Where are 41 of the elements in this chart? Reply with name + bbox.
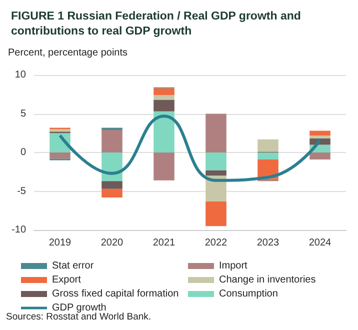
bar — [102, 181, 122, 189]
bar — [206, 152, 226, 170]
chart-title: FIGURE 1 Russian Federation / Real GDP growth and contributions to real GDP growth — [11, 10, 304, 38]
bar — [154, 111, 174, 152]
bar — [206, 114, 226, 152]
bar — [154, 95, 174, 100]
legend-label: Stat error — [52, 260, 94, 272]
bar — [154, 152, 174, 180]
legend-label: Export — [52, 274, 82, 286]
legend-label: Gross fixed capital formation — [52, 288, 179, 300]
bar — [102, 130, 122, 152]
x-tick-label: 2020 — [100, 238, 124, 248]
x-tick-label: 2024 — [308, 238, 332, 248]
x-tick-label: 2022 — [204, 238, 228, 248]
x-tick-label: 2023 — [256, 238, 280, 248]
bar — [310, 135, 330, 139]
y-tick-label: -5 — [17, 186, 26, 197]
legend-label: Consumption — [219, 288, 278, 300]
legend-label: Import — [219, 260, 248, 272]
bar — [154, 88, 174, 96]
bar — [258, 152, 278, 160]
y-axis-title: Percent, percentage points — [8, 48, 128, 58]
legend-label: GDP growth — [52, 302, 106, 314]
y-tick-label: 0 — [20, 147, 26, 158]
bar — [310, 152, 330, 160]
y-tick-label: -10 — [12, 224, 26, 236]
bar — [206, 170, 226, 176]
source-note: Sources: Rosstat and World Bank. — [6, 312, 152, 322]
y-tick-label: 10 — [14, 70, 26, 80]
bar — [310, 130, 330, 136]
bar — [50, 152, 70, 159]
bar — [258, 139, 278, 152]
bar — [102, 188, 122, 198]
bar — [206, 201, 226, 226]
line-series — [58, 114, 322, 182]
y-tick-label: 5 — [20, 108, 26, 120]
bar — [154, 100, 174, 112]
bar — [102, 128, 122, 130]
x-tick-label: 2021 — [152, 238, 176, 248]
legend-label: Change in inventories — [219, 274, 316, 286]
x-tick-label: 2019 — [48, 238, 72, 248]
